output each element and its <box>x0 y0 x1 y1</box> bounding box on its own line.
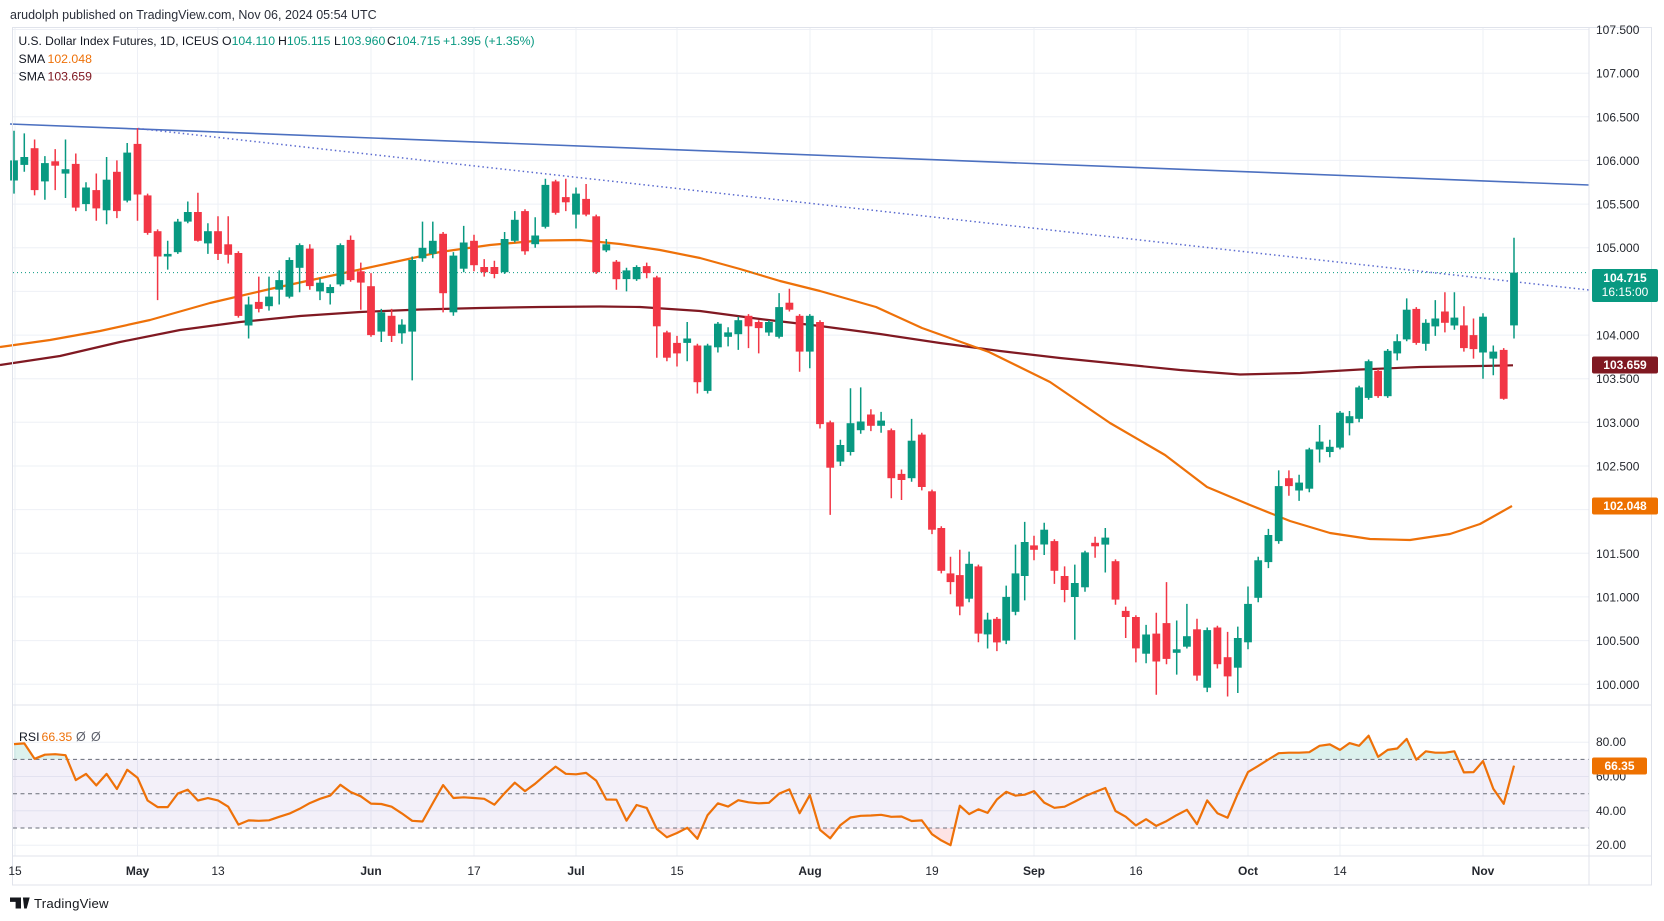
svg-text:101.000: 101.000 <box>1596 590 1640 604</box>
svg-text:107.000: 107.000 <box>1596 67 1640 81</box>
svg-text:14: 14 <box>1333 864 1347 878</box>
svg-text:H105.115: H105.115 <box>278 34 331 48</box>
svg-text:Jun: Jun <box>360 864 381 878</box>
svg-text:102.500: 102.500 <box>1596 460 1640 474</box>
svg-text:SMA: SMA <box>19 52 46 66</box>
svg-text:103.000: 103.000 <box>1596 416 1640 430</box>
svg-text:100.000: 100.000 <box>1596 678 1640 692</box>
svg-text:15: 15 <box>670 864 684 878</box>
svg-text:103.659: 103.659 <box>1603 358 1647 372</box>
svg-text:SMA: SMA <box>19 70 46 84</box>
svg-text:RSI: RSI <box>19 730 40 744</box>
svg-text:101.500: 101.500 <box>1596 547 1640 561</box>
svg-text:103.659: 103.659 <box>48 70 93 84</box>
svg-text:16: 16 <box>1129 864 1143 878</box>
svg-text:107.500: 107.500 <box>1596 23 1640 37</box>
svg-text:66.35: 66.35 <box>42 730 73 744</box>
svg-text:13: 13 <box>211 864 225 878</box>
svg-text:103.500: 103.500 <box>1596 372 1640 386</box>
svg-text:TradingView: TradingView <box>34 896 109 911</box>
svg-text:Oct: Oct <box>1238 864 1258 878</box>
svg-text:66.35: 66.35 <box>1604 759 1634 773</box>
svg-text:17: 17 <box>467 864 481 878</box>
svg-text:105.500: 105.500 <box>1596 198 1640 212</box>
svg-text:104.000: 104.000 <box>1596 329 1640 343</box>
svg-text:40.00: 40.00 <box>1596 804 1626 818</box>
svg-text:O104.110: O104.110 <box>222 34 275 48</box>
svg-text:104.715: 104.715 <box>1603 271 1647 285</box>
svg-text:May: May <box>126 864 150 878</box>
svg-text:20.00: 20.00 <box>1596 838 1626 852</box>
svg-text:102.048: 102.048 <box>1603 499 1647 513</box>
svg-text:Ø: Ø <box>76 730 86 744</box>
svg-text:+1.395 (+1.35%): +1.395 (+1.35%) <box>443 34 535 48</box>
svg-text:Aug: Aug <box>798 864 821 878</box>
svg-text:C104.715: C104.715 <box>387 34 441 48</box>
svg-text:106.500: 106.500 <box>1596 110 1640 124</box>
svg-text:Jul: Jul <box>567 864 584 878</box>
svg-text:105.000: 105.000 <box>1596 241 1640 255</box>
svg-text:80.00: 80.00 <box>1596 735 1626 749</box>
svg-text:19: 19 <box>925 864 939 878</box>
svg-text:arudolph published on TradingV: arudolph published on TradingView.com, N… <box>10 8 377 22</box>
svg-text:U.S. Dollar Index Futures, 1D,: U.S. Dollar Index Futures, 1D, ICEUS <box>19 34 219 48</box>
svg-text:Sep: Sep <box>1023 864 1045 878</box>
svg-text:102.048: 102.048 <box>48 52 93 66</box>
svg-text:15: 15 <box>8 864 22 878</box>
svg-text:L103.960: L103.960 <box>334 34 385 48</box>
svg-text:Ø: Ø <box>91 730 101 744</box>
svg-text:106.000: 106.000 <box>1596 154 1640 168</box>
svg-text:Nov: Nov <box>1472 864 1495 878</box>
svg-text:16:15:00: 16:15:00 <box>1602 285 1649 299</box>
svg-text:100.500: 100.500 <box>1596 634 1640 648</box>
